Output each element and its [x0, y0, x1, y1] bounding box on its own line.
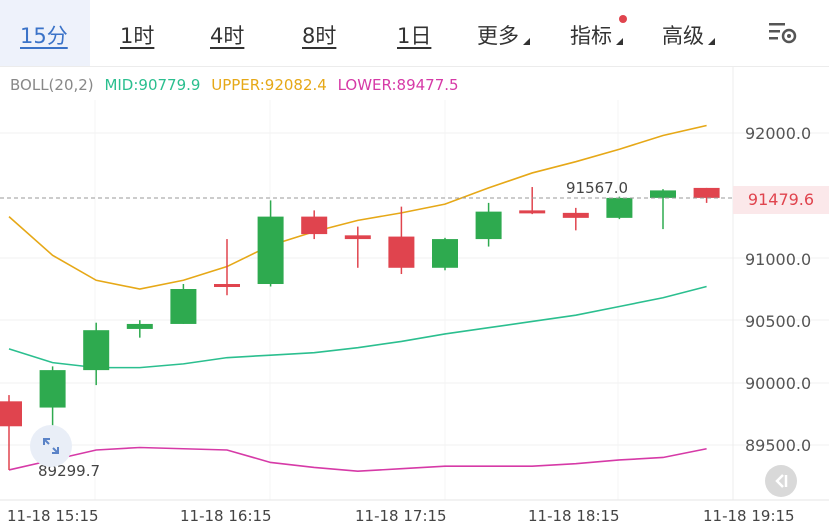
scroll-end-icon	[775, 474, 788, 488]
x-tick-label: 11-18 16:15	[180, 507, 272, 525]
boll-legend: BOLL(20,2) MID:90779.9 UPPER:92082.4 LOW…	[10, 76, 465, 94]
tab-1d[interactable]: 1日	[397, 24, 432, 48]
chart-settings-icon[interactable]	[768, 20, 798, 46]
candle	[126, 320, 153, 338]
tab-15min[interactable]: 15分	[20, 24, 68, 48]
notification-dot	[619, 15, 627, 23]
active-tab-highlight	[0, 0, 90, 66]
candle	[388, 206, 415, 275]
y-tick-label: 90000.0	[745, 374, 812, 393]
timeframe-toolbar: 15分 1时 4时 8时 1日 更多 指标 高级	[0, 0, 829, 66]
candle-body	[0, 401, 22, 427]
tab-1h[interactable]: 1时	[120, 24, 155, 48]
candle	[562, 207, 589, 231]
candle-body	[432, 239, 458, 268]
boll-upper: UPPER:92082.4	[211, 76, 327, 94]
x-tick-label: 11-18 17:15	[355, 507, 447, 525]
x-tick-label: 11-18 18:15	[528, 507, 620, 525]
caret-icon	[523, 38, 530, 45]
candle-body	[170, 289, 197, 324]
candle	[475, 202, 502, 247]
candle-body	[301, 216, 328, 235]
current-price-tag: 91479.6	[733, 186, 829, 214]
candle-body	[693, 187, 720, 198]
advanced-label: 高级	[662, 24, 704, 48]
candle-body	[606, 197, 633, 218]
y-tick-label: 92000.0	[745, 124, 812, 143]
toolbar-divider	[0, 66, 829, 67]
candle	[650, 189, 676, 230]
candle-body	[475, 211, 502, 240]
tab-4h[interactable]: 4时	[210, 24, 245, 48]
boll-lower: LOWER:89477.5	[337, 76, 459, 94]
candle	[432, 237, 458, 271]
boll-name: BOLL(20,2)	[10, 76, 94, 94]
boll-lower-line	[8, 446, 707, 473]
candle	[170, 284, 197, 324]
candle	[606, 196, 633, 220]
y-tick-label: 91000.0	[745, 250, 812, 269]
caret-icon	[708, 38, 715, 45]
max-price-label: 91567.0	[566, 179, 629, 197]
y-tick-label: 90500.0	[745, 312, 812, 331]
candle-body	[344, 235, 371, 240]
candle-body	[257, 216, 284, 285]
scroll-to-latest-button[interactable]	[765, 465, 797, 497]
candle	[83, 322, 110, 386]
more-label: 更多	[477, 24, 519, 48]
advanced-dropdown[interactable]: 高级	[662, 20, 715, 50]
candle-body	[214, 284, 240, 288]
boll-mid: MID:90779.9	[104, 76, 201, 94]
candle	[301, 210, 328, 240]
candle	[693, 187, 720, 203]
candle-body	[83, 330, 110, 371]
indicator-label: 指标	[570, 24, 612, 48]
tab-8h[interactable]: 8时	[302, 24, 337, 48]
x-tick-label: 11-18 19:15	[703, 507, 795, 525]
candle	[0, 395, 22, 470]
candle-body	[650, 190, 676, 198]
boll-upper-line	[8, 124, 707, 290]
candle-body	[126, 323, 153, 329]
y-tick-label: 89500.0	[745, 436, 812, 455]
x-tick-label: 11-18 15:15	[7, 507, 99, 525]
candle	[519, 187, 546, 215]
expand-icon	[43, 438, 59, 454]
candle-body	[39, 370, 66, 408]
expand-chart-button[interactable]	[30, 425, 72, 467]
candle	[257, 200, 284, 287]
indicator-dropdown[interactable]: 指标	[570, 20, 623, 50]
candle	[214, 239, 240, 296]
candle-body	[562, 212, 589, 218]
more-dropdown[interactable]: 更多	[477, 20, 530, 50]
candle	[344, 226, 371, 268]
boll-mid-line	[8, 285, 707, 369]
candle-body	[519, 210, 546, 214]
candle-body	[388, 236, 415, 268]
caret-icon	[616, 38, 623, 45]
